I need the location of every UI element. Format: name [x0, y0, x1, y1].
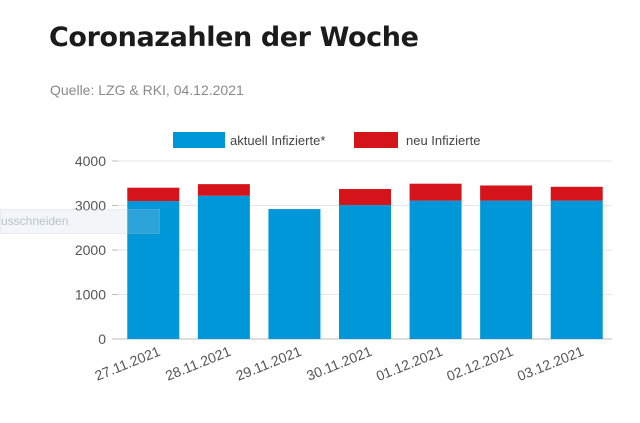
bar-active-infected: [197, 195, 250, 339]
x-tick-label: 01.12.2021: [374, 343, 445, 384]
y-axis: 0 1000 2000 3000 4000: [75, 153, 118, 347]
x-tick-label: 27.11.2021: [92, 343, 162, 384]
bar-active-infected: [409, 200, 462, 339]
x-tick-label: 28.11.2021: [163, 343, 233, 384]
x-tick-label: 30.11.2021: [304, 343, 374, 384]
legend-swatch-active: [173, 132, 225, 148]
x-axis: 27.11.2021 28.11.2021 29.11.2021 30.11.2021…: [92, 343, 586, 384]
x-tick-label: 29.11.2021: [234, 343, 304, 384]
page-title: Coronazahlen der Woche: [49, 22, 419, 53]
source-note: Quelle: LZG & RKI, 04.12.2021: [50, 82, 244, 98]
bar-new-infected: [339, 189, 391, 206]
y-tick-label: 4000: [75, 153, 106, 169]
y-tick-label: 1000: [75, 287, 106, 303]
y-tick-label: 2000: [75, 242, 106, 258]
bar-new-infected: [197, 184, 250, 196]
cut-out-button[interactable]: usschneiden: [0, 209, 160, 234]
bar-new-infected: [480, 185, 533, 201]
bar-active-infected: [339, 205, 391, 339]
legend-label-new: neu Infizierte: [406, 133, 480, 148]
x-tick-label: 03.12.2021: [515, 343, 586, 384]
bar-active-infected: [550, 200, 603, 339]
y-tick-label: 0: [98, 331, 106, 347]
legend-swatch-new: [354, 132, 398, 148]
legend: aktuell Infizierte* neu Infizierte: [173, 132, 480, 148]
y-tick-label: 3000: [75, 198, 106, 214]
bar-new-infected: [127, 187, 180, 202]
bar-active-infected: [268, 209, 321, 339]
bar-active-infected: [480, 200, 533, 339]
bar-active-infected: [127, 201, 180, 339]
legend-label-active: aktuell Infizierte*: [230, 133, 325, 148]
bars: [127, 183, 603, 339]
bar-new-infected: [550, 186, 603, 201]
x-tick-label: 02.12.2021: [444, 343, 515, 384]
bar-new-infected: [409, 183, 462, 201]
